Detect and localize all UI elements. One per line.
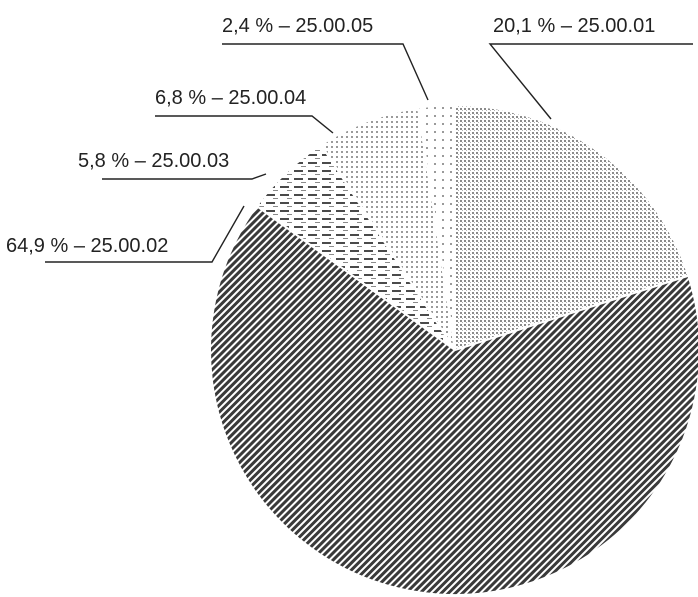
slice-label: 2,4 % – 25.00.05 — [222, 15, 373, 37]
slice-label: 6,8 % – 25.00.04 — [155, 87, 306, 109]
leader-line — [45, 205, 245, 263]
pie-slices — [209, 103, 698, 596]
pie-slice — [319, 106, 456, 351]
leader-lines — [45, 43, 693, 263]
leader-line — [222, 43, 429, 101]
slice-label: 5,8 % – 25.00.03 — [78, 150, 229, 172]
pie-slice — [454, 103, 690, 352]
leader-line — [155, 115, 334, 134]
leader-line — [488, 43, 693, 120]
slice-labels: 20,1 % – 25.00.01 64,9 % – 25.00.02 5,8 % … — [6, 15, 655, 257]
slice-label: 64,9 % – 25.00.02 — [6, 235, 168, 257]
slice-label: 20,1 % – 25.00.01 — [493, 15, 655, 37]
pie-slice — [417, 103, 456, 351]
leader-line — [102, 173, 267, 180]
pie-slice — [209, 204, 698, 596]
